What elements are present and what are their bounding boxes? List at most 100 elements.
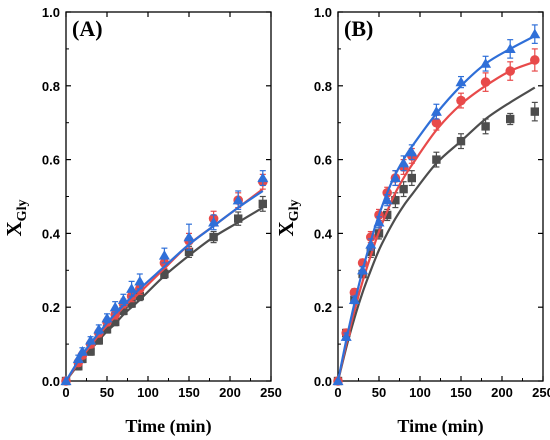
data-point-circle: [505, 66, 515, 76]
y-tick-label: 0.8: [314, 79, 332, 94]
data-point-triangle: [430, 106, 442, 116]
data-point-circle: [431, 117, 442, 128]
y-tick-label: 0.0: [42, 374, 60, 389]
data-point-triangle: [529, 28, 541, 39]
series-0: [61, 195, 267, 386]
data-point-triangle: [101, 312, 113, 323]
data-point-triangle: [365, 238, 377, 249]
data-point-triangle: [340, 331, 352, 341]
data-point-triangle: [72, 353, 84, 363]
data-point-triangle: [134, 275, 146, 286]
data-point-square: [399, 184, 408, 194]
data-point-triangle: [85, 334, 97, 345]
data-point-square: [111, 317, 120, 327]
y-tick-label: 1.0: [314, 5, 332, 20]
x-tick-label: 250: [260, 385, 282, 400]
series-0: [333, 86, 539, 386]
data-point-triangle: [332, 375, 344, 386]
panel-label: (A): [72, 16, 103, 41]
data-point-square: [160, 269, 169, 279]
data-point-triangle: [232, 194, 244, 205]
data-point-square: [86, 347, 95, 356]
y-tick-label: 0.0: [314, 374, 332, 389]
data-point-square: [530, 107, 539, 116]
data-point-triangle: [373, 216, 385, 227]
data-point-square: [119, 306, 128, 316]
x-tick-label: 0: [334, 385, 341, 400]
data-point-triangle: [208, 216, 220, 227]
data-point-circle: [456, 95, 466, 106]
panel-1: 0 50 100 150 200 250 0.0 0.2 0.4 0.6 0.8 1.0 Time (m…: [274, 5, 550, 437]
data-point-triangle: [348, 294, 360, 304]
series-2: [60, 170, 269, 386]
data-point-square: [432, 155, 441, 164]
data-point-triangle: [60, 375, 72, 386]
data-point-square: [456, 136, 466, 146]
data-point-square: [383, 210, 392, 220]
x-tick-label: 100: [137, 385, 159, 400]
data-point-square: [209, 232, 218, 242]
y-axis-title: XGly: [274, 200, 302, 237]
y-tick-label: 0.6: [42, 153, 60, 168]
fit-line: [65, 190, 264, 382]
data-point-square: [102, 325, 112, 334]
x-tick-label: 50: [100, 385, 114, 400]
x-tick-label: 50: [372, 385, 386, 400]
data-point-triangle: [480, 58, 492, 68]
data-point-triangle: [389, 172, 401, 183]
data-point-triangle: [126, 283, 138, 293]
data-point-triangle: [117, 294, 129, 304]
data-point-circle: [480, 77, 491, 87]
fit-line: [65, 188, 264, 382]
y-tick-label: 0.4: [314, 226, 333, 241]
y-tick-label: 0.2: [314, 300, 332, 315]
data-point-square: [481, 122, 490, 131]
data-point-triangle: [257, 172, 269, 183]
data-point-triangle: [357, 264, 369, 275]
fit-line: [65, 206, 264, 382]
y-tick-label: 0.2: [42, 300, 60, 315]
data-point-triangle: [76, 345, 88, 356]
data-point-square: [407, 173, 416, 183]
y-tick-label: 0.8: [42, 79, 60, 94]
data-point-triangle: [504, 43, 516, 54]
data-point-circle: [530, 55, 540, 65]
data-point-square: [184, 247, 194, 257]
panel-0: 0 50 100 150 200 250 0.0 0.2 0.4 0.6 0.8 1.0 Time (m…: [2, 5, 282, 437]
series-2: [332, 24, 541, 386]
y-tick-label: 0.4: [42, 226, 61, 241]
data-point-triangle: [158, 250, 170, 260]
x-tick-label: 100: [409, 385, 431, 400]
data-point-triangle: [406, 146, 418, 157]
data-point-square: [391, 195, 400, 205]
data-point-triangle: [381, 194, 393, 205]
data-point-square: [234, 214, 243, 223]
x-tick-label: 200: [491, 385, 513, 400]
data-point-square: [127, 299, 136, 308]
data-point-triangle: [93, 323, 105, 334]
data-point-triangle: [109, 301, 121, 312]
panel-label: (B): [344, 16, 373, 41]
x-tick-label: 250: [532, 385, 550, 400]
data-point-square: [506, 114, 515, 124]
fit-line: [336, 35, 536, 382]
y-axis-title: XGly: [2, 200, 30, 237]
y-tick-label: 0.6: [314, 153, 332, 168]
x-tick-label: 200: [219, 385, 241, 400]
data-point-square: [135, 291, 144, 301]
data-point-square: [366, 247, 375, 257]
data-point-square: [94, 336, 103, 345]
data-point-triangle: [455, 76, 467, 87]
x-tick-label: 150: [178, 385, 200, 400]
x-tick-label: 0: [62, 385, 69, 400]
data-point-triangle: [183, 231, 195, 242]
series-1: [333, 48, 540, 386]
data-point-square: [258, 199, 267, 209]
y-tick-label: 1.0: [42, 5, 60, 20]
x-tick-label: 150: [450, 385, 472, 400]
data-point-triangle: [398, 157, 410, 168]
x-axis-title: Time (min): [125, 416, 211, 437]
fit-line: [336, 86, 536, 382]
x-axis-title: Time (min): [397, 416, 483, 437]
